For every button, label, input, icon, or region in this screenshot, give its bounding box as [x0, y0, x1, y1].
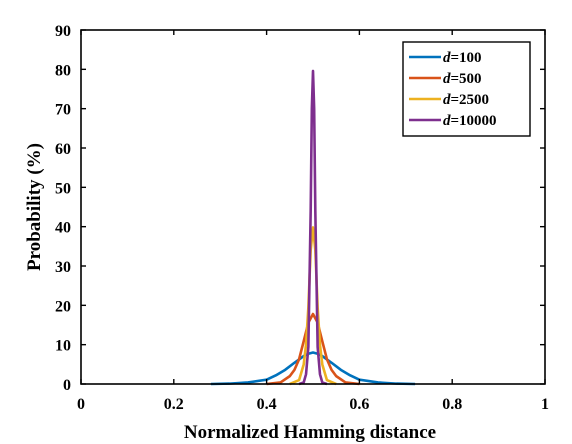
y-tick-label: 60: [55, 141, 71, 158]
y-tick-label: 90: [55, 23, 71, 40]
y-tick-label: 70: [55, 102, 71, 119]
axes-box: [80, 29, 546, 385]
legend-label-3: d=2500: [443, 92, 489, 108]
legend: d=100 d=500 d=2500 d=10000: [402, 41, 531, 137]
x-tick-label: 0.2: [164, 396, 184, 413]
x-tick-label: 0.6: [349, 396, 369, 413]
legend-label-1: d=100: [443, 50, 482, 66]
x-axis-label: Normalized Hamming distance: [184, 422, 436, 443]
y-axis-label: Probability (%): [24, 143, 45, 271]
legend-label-2: d=500: [443, 71, 482, 87]
series-line-3: [289, 226, 337, 386]
x-tick-label: 0.8: [442, 396, 462, 413]
x-tick-label: 0.4: [257, 396, 277, 413]
x-tick-label: 0: [77, 396, 85, 413]
y-tick-label: 80: [55, 62, 71, 79]
y-tick-label: 10: [55, 338, 71, 355]
y-tick-label: 0: [63, 377, 71, 394]
y-tick-label: 50: [55, 180, 71, 197]
series-line-2: [266, 312, 360, 386]
y-tick-label: 20: [55, 298, 71, 315]
series-line-4: [298, 69, 328, 386]
legend-label-4: d=10000: [443, 113, 497, 129]
y-tick-label: 30: [55, 259, 71, 276]
y-tick-label: 40: [55, 220, 71, 237]
x-tick-label: 1: [541, 396, 549, 413]
